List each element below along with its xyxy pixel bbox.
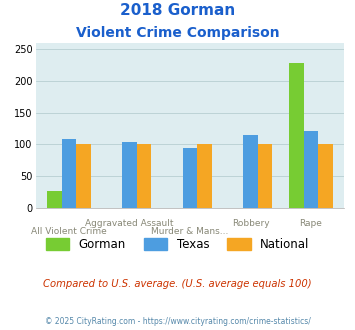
Bar (137, 145, 151, 208)
Legend: Gorman, Texas, National: Gorman, Texas, National (45, 238, 310, 251)
Bar (47, 191, 61, 208)
Bar (61, 139, 76, 208)
Bar (304, 131, 318, 208)
Bar (289, 63, 304, 208)
Bar (318, 145, 333, 208)
Bar (197, 145, 212, 208)
Text: Rape: Rape (300, 219, 322, 228)
Bar (243, 135, 258, 208)
Text: Compared to U.S. average. (U.S. average equals 100): Compared to U.S. average. (U.S. average … (43, 279, 312, 289)
Text: Aggravated Assault: Aggravated Assault (85, 219, 174, 228)
Bar (122, 142, 137, 208)
Text: Violent Crime Comparison: Violent Crime Comparison (76, 26, 279, 40)
Text: All Violent Crime: All Violent Crime (31, 227, 107, 236)
Bar (183, 148, 197, 208)
Text: Murder & Mans...: Murder & Mans... (151, 227, 229, 236)
Bar (258, 145, 272, 208)
Text: Robbery: Robbery (232, 219, 269, 228)
Text: © 2025 CityRating.com - https://www.cityrating.com/crime-statistics/: © 2025 CityRating.com - https://www.city… (45, 317, 310, 326)
Bar (76, 145, 91, 208)
Text: 2018 Gorman: 2018 Gorman (120, 3, 235, 18)
